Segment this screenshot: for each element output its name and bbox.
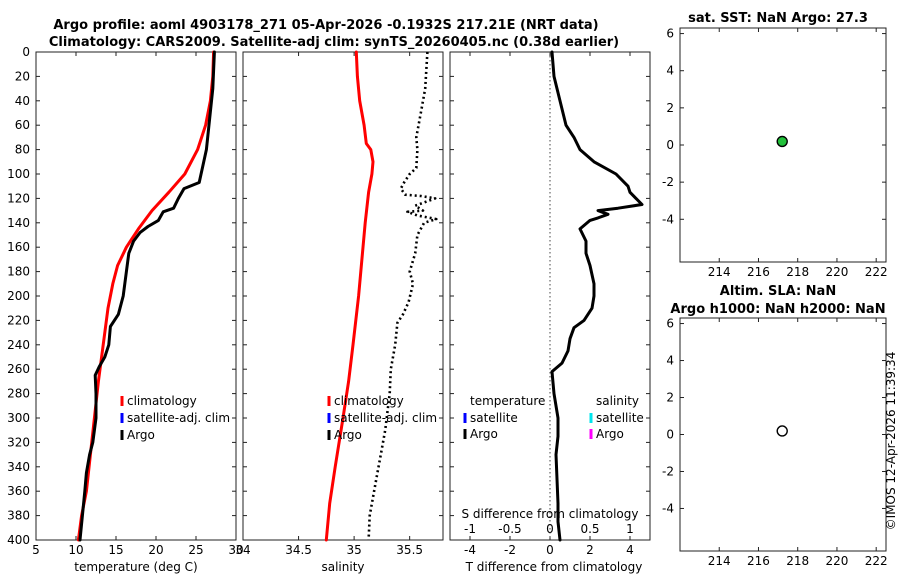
figure-title-line1: Argo profile: aoml 4903178_271 05-Apr-20…	[53, 18, 598, 33]
sst-xtick-label: 214	[708, 265, 731, 279]
depth-tick-label: 80	[15, 143, 30, 157]
depth-tick-label: 380	[7, 509, 30, 523]
difference-top-xlabel: S difference from climatology	[462, 507, 639, 521]
sst-ytick-label: 2	[666, 101, 674, 115]
salinity-legend-label: climatology	[334, 394, 404, 408]
difference-panel: -4 -2 0 2 4 T difference from climatology S di…	[449, 50, 651, 574]
depth-tick-label: 0	[22, 45, 30, 59]
sla-data-point	[776, 425, 788, 437]
sla-panel: 6 4 2 0 -2 -4 214 216 218 220 222 Altim. SLA: NaN Ar…	[662, 284, 888, 568]
temperature-xtick-label: 15	[108, 543, 123, 557]
difference-xtick-label: -2	[504, 543, 516, 557]
legend-temperature-label: Argo	[470, 427, 498, 441]
sst-panel-title: sat. SST: NaN Argo: 27.3	[688, 11, 868, 26]
sla-xtick-label: 218	[786, 554, 809, 568]
temperature-series-argo	[78, 50, 216, 542]
depth-tick-label: 60	[15, 118, 30, 132]
sst-xtick-label: 216	[747, 265, 770, 279]
depth-tick-label: 120	[7, 191, 30, 205]
salinity-xtick-label: 34	[235, 543, 250, 557]
difference-top-tick-label: 1	[626, 522, 634, 536]
depth-tick-label: 300	[7, 411, 30, 425]
difference-top-tick-label: -1	[464, 522, 476, 536]
depth-tick-label: 140	[7, 216, 30, 230]
difference-top-tick-label: 0.5	[580, 522, 599, 536]
sla-ytick-label: 4	[666, 354, 674, 368]
difference-xtick-label: 4	[626, 543, 634, 557]
temperature-xtick-label: 30	[228, 543, 243, 557]
sst-ytick-label: 4	[666, 64, 674, 78]
sla-ytick-label: -4	[662, 501, 674, 515]
sla-panel-title-line1: Altim. SLA: NaN	[720, 284, 836, 299]
sla-xtick-label: 220	[825, 554, 848, 568]
salinity-xlabel: salinity	[321, 560, 364, 574]
sla-xtick-label: 222	[865, 554, 888, 568]
difference-series-t-difference-argo	[550, 50, 644, 542]
salinity-xtick-label: 35.5	[396, 543, 423, 557]
sla-xtick-label: 216	[747, 554, 770, 568]
difference-xlabel: T difference from climatology	[465, 560, 643, 574]
depth-tick-label: 180	[7, 265, 30, 279]
depth-tick-label: 160	[7, 240, 30, 254]
salinity-series-argo	[367, 51, 438, 541]
sst-xtick-label: 220	[825, 265, 848, 279]
sla-panel-title-line2: Argo h1000: NaN h2000: NaN	[670, 302, 885, 317]
temperature-legend-label: satellite-adj. clim	[127, 411, 230, 425]
temperature-panel: 0 20 40 60 80 100 120 140 160 180 200 220 240 260 280 3…	[7, 45, 244, 574]
depth-tick-label: 240	[7, 338, 30, 352]
sst-ytick-label: -4	[662, 212, 674, 226]
depth-tick-label: 340	[7, 460, 30, 474]
difference-top-tick-label: -0.5	[498, 522, 521, 536]
salinity-legend-label: Argo	[334, 428, 362, 442]
difference-top-tick-label: 0	[546, 522, 554, 536]
salinity-xtick-label: 35	[346, 543, 361, 557]
legend-salinity-title: salinity	[596, 394, 639, 408]
depth-tick-label: 200	[7, 289, 30, 303]
temperature-xtick-label: 10	[68, 543, 83, 557]
depth-tick-label: 280	[7, 387, 30, 401]
temperature-xtick-label: 20	[148, 543, 163, 557]
sst-xtick-label: 218	[786, 265, 809, 279]
sst-data-point	[776, 135, 788, 148]
salinity-series-climatology	[324, 50, 375, 542]
depth-tick-label: 20	[15, 69, 30, 83]
salinity-panel: 34 34.5 35 35.5 salinity climatology satellite…	[235, 50, 444, 574]
depth-tick-label: 360	[7, 484, 30, 498]
depth-tick-label: 40	[15, 94, 30, 108]
legend-temperature-label: satellite	[470, 411, 518, 425]
difference-xtick-label: 2	[586, 543, 594, 557]
sst-ytick-label: 0	[666, 138, 674, 152]
sla-ytick-label: 0	[666, 428, 674, 442]
salinity-axes-box	[242, 51, 444, 541]
sla-ytick-label: -2	[662, 464, 674, 478]
temperature-xtick-label: 25	[188, 543, 203, 557]
legend-salinity-label: satellite	[596, 411, 644, 425]
depth-tick-label: 220	[7, 313, 30, 327]
sst-xtick-label: 222	[865, 265, 888, 279]
salinity-xtick-label: 34.5	[285, 543, 312, 557]
temperature-legend-label: Argo	[127, 428, 155, 442]
temperature-legend-label: climatology	[127, 394, 197, 408]
depth-tick-label: 100	[7, 167, 30, 181]
sst-ytick-label: -2	[662, 175, 674, 189]
difference-xtick-label: 0	[546, 543, 554, 557]
sst-panel: 6 4 2 0 -2 -4 214 216 218 220 222 sat. SST: NaN Arg…	[662, 11, 888, 279]
legend-temperature-title: temperature	[470, 394, 545, 408]
salinity-legend-label: satellite-adj. clim	[334, 411, 437, 425]
legend-salinity-label: Argo	[596, 427, 624, 441]
depth-tick-label: 320	[7, 435, 30, 449]
sla-ytick-label: 6	[666, 317, 674, 331]
temperature-xlabel: temperature (deg C)	[74, 560, 197, 574]
sst-ytick-label: 6	[666, 27, 674, 41]
sla-ytick-label: 2	[666, 391, 674, 405]
sla-xtick-label: 214	[708, 554, 731, 568]
watermark: ©IMOS 12-Apr-2026 11:39:34	[884, 352, 898, 531]
depth-tick-label: 400	[7, 533, 30, 547]
temperature-xtick-label: 5	[32, 543, 40, 557]
figure-title-line2: Climatology: CARS2009. Satellite-adj cli…	[49, 35, 619, 50]
difference-xtick-label: -4	[464, 543, 476, 557]
depth-tick-label: 260	[7, 362, 30, 376]
